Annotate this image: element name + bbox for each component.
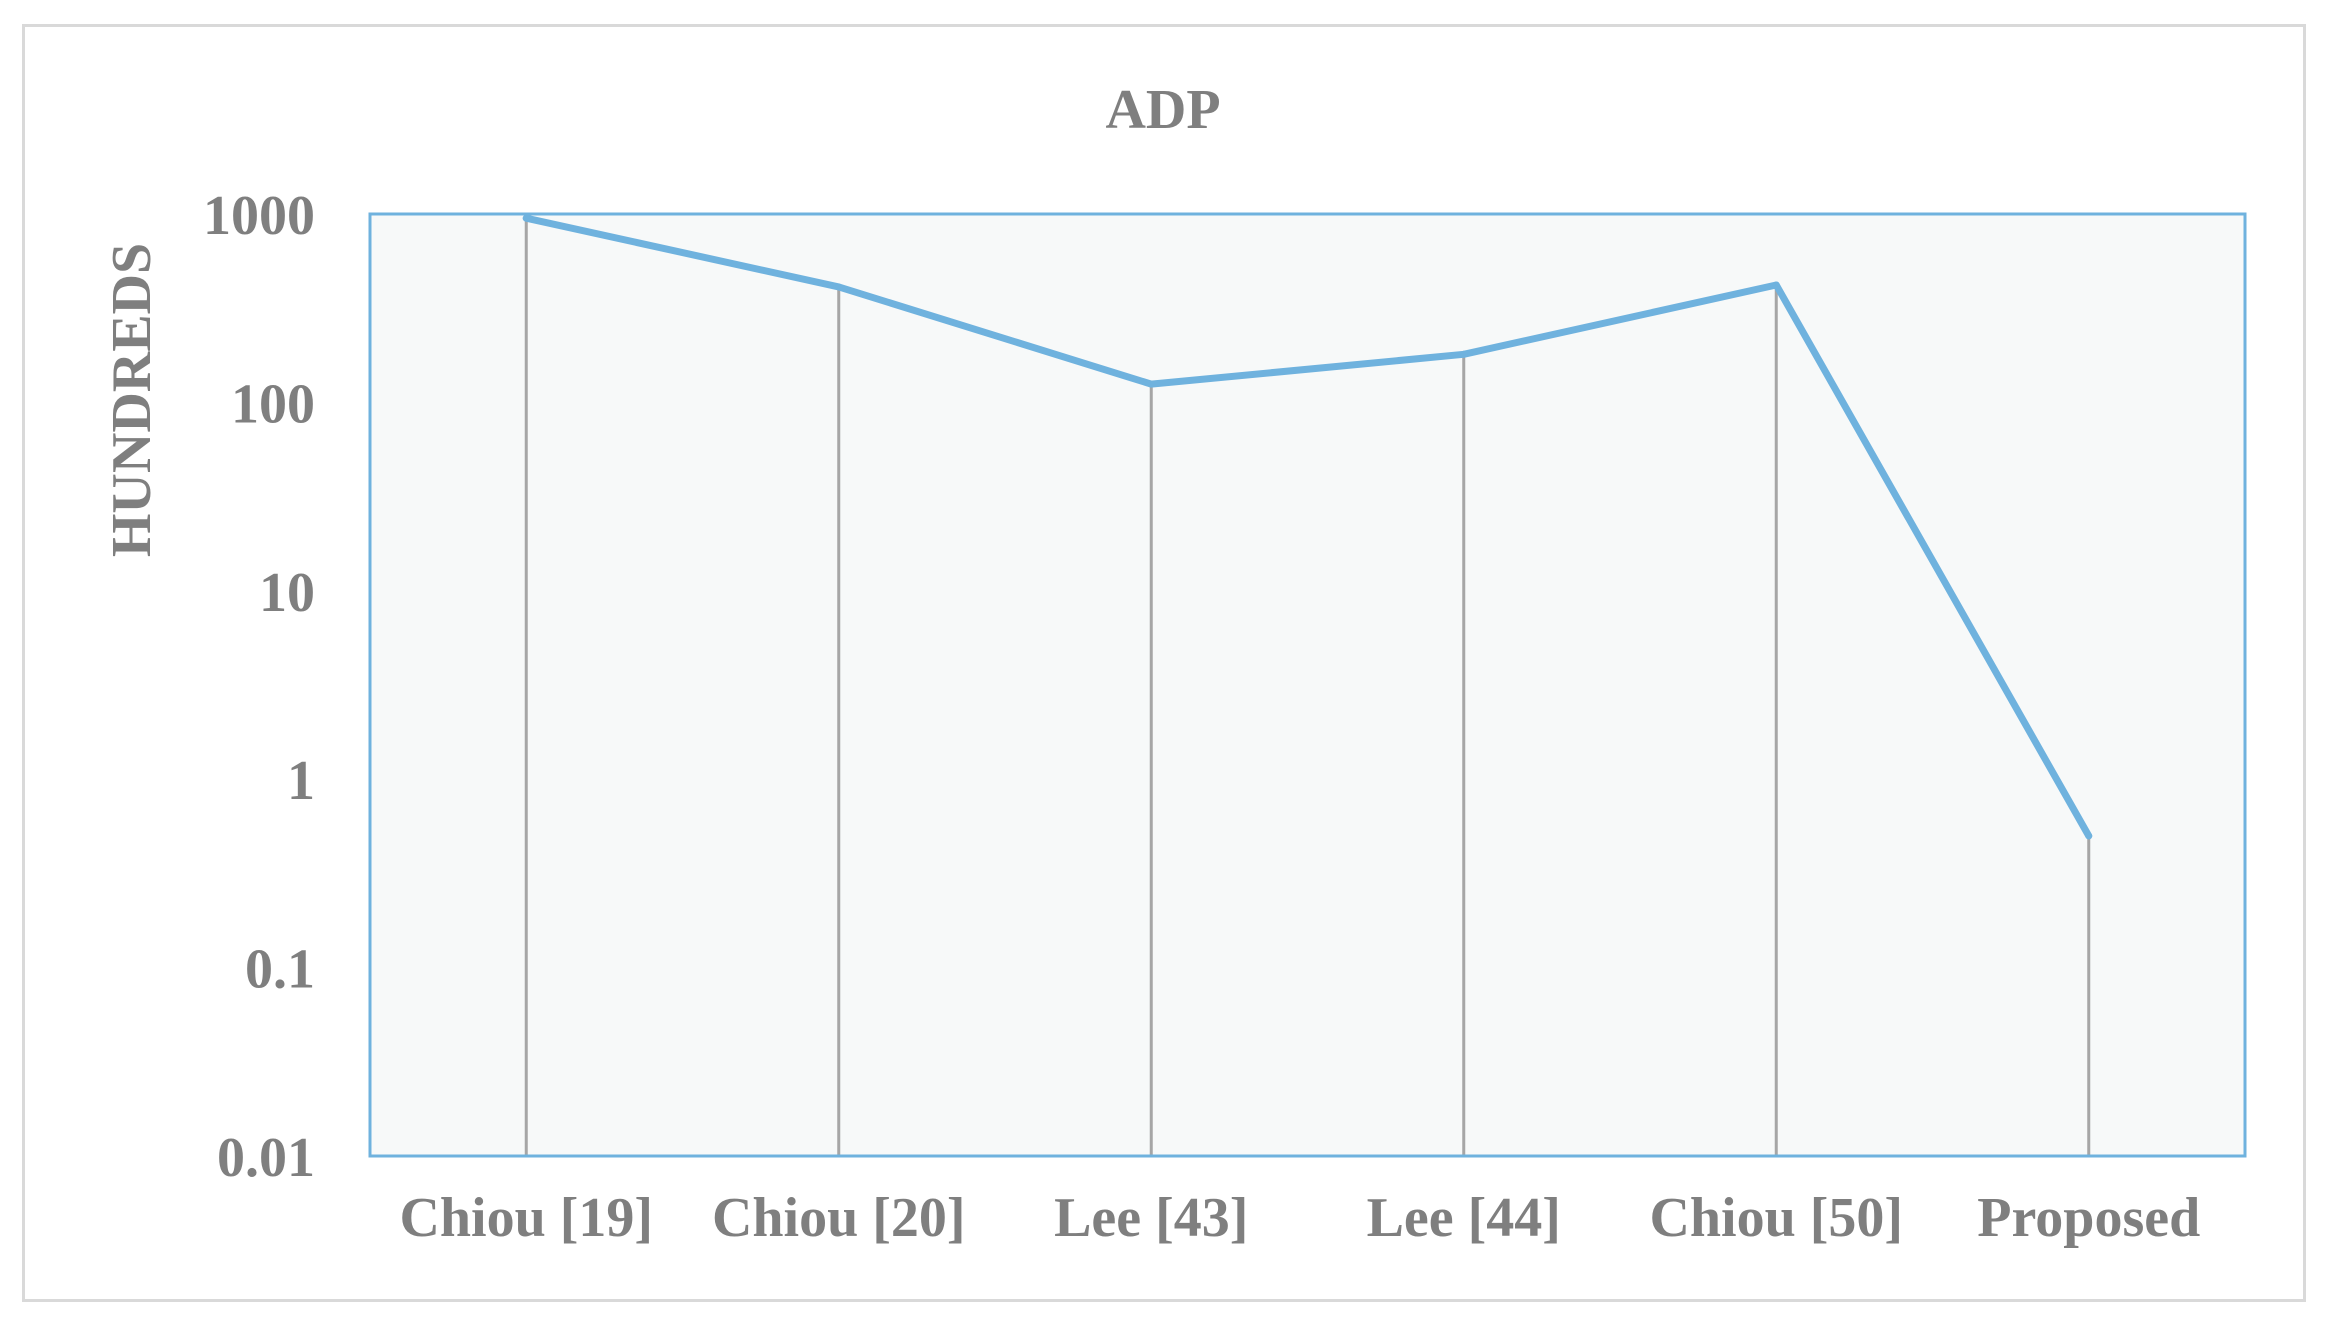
x-tick-label-0: Chiou [19] <box>399 1187 653 1249</box>
x-tick-label-5: Proposed <box>1977 1187 2200 1249</box>
drop-lines <box>524 218 2091 1156</box>
series-point-5 <box>2085 832 2093 840</box>
y-tick-label-5: 1000 <box>203 185 315 247</box>
series-point-0 <box>522 214 530 222</box>
series-point-1 <box>835 283 843 291</box>
series-point-4 <box>1772 281 1780 289</box>
plot-area <box>370 214 2245 1156</box>
y-axis-label: HUNDREDS <box>101 243 163 557</box>
x-tick-label-3: Lee [44] <box>1367 1187 1561 1249</box>
plot-border <box>368 212 2247 1158</box>
y-tick-label-4: 100 <box>231 373 315 435</box>
y-tick-label-3: 10 <box>259 562 315 624</box>
series-point-2 <box>1147 380 1155 388</box>
x-tick-labels: Chiou [19] Chiou [20] Lee [43] Lee [44] Chio… <box>399 1187 2200 1249</box>
x-tick-label-1: Chiou [20] <box>712 1187 966 1249</box>
y-tick-label-1: 0.1 <box>245 939 315 1001</box>
y-tick-label-0: 0.01 <box>217 1127 315 1189</box>
y-tick-labels: 0.01 0.1 1 10 100 1000 <box>203 185 315 1189</box>
series-line <box>522 214 2093 840</box>
x-tick-label-4: Chiou [50] <box>1649 1187 1903 1249</box>
series-layer <box>522 214 2093 840</box>
chart-title: ADP <box>1105 79 1220 141</box>
series-point-3 <box>1460 350 1468 358</box>
y-tick-label-2: 1 <box>287 750 315 812</box>
x-tick-label-2: Lee [43] <box>1054 1187 1248 1249</box>
